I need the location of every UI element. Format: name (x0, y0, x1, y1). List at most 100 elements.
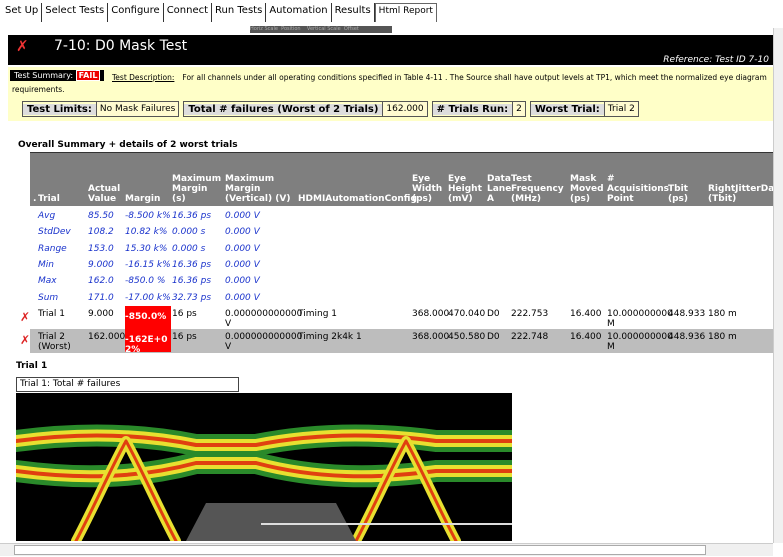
v-scrollbar[interactable] (773, 28, 783, 543)
description-text: For all channels under all operating con… (12, 73, 767, 94)
stat-cell: 16.36 ps (172, 276, 212, 287)
fail-icon: ✗ (16, 37, 29, 55)
stat-cell: 0.000 s (172, 227, 206, 238)
tab[interactable]: Results (332, 3, 375, 22)
trial-cell: Trial 2 (Worst) (38, 332, 71, 352)
trial-title: Trial 1 (16, 361, 48, 371)
fail-icon: ✗ (20, 310, 31, 324)
trial-cell: 162.000 (88, 332, 126, 342)
trial-cell: 0.000000000000 V (225, 309, 303, 329)
limit-label: Worst Trial: (530, 103, 604, 115)
tab[interactable]: Html Report (374, 3, 437, 22)
limit-value: 162.000 (382, 102, 427, 116)
limit-item: Worst Trial: Trial 2 (529, 101, 639, 117)
column-header: HDMIAutomationConfig (298, 194, 417, 204)
trial-cell: 16 ps (172, 332, 197, 342)
stat-cell: -850.0 % (125, 276, 166, 287)
tab[interactable]: Select Tests (42, 3, 109, 22)
trial-cell: D0 (487, 309, 500, 319)
summary-label: Test Summary: (14, 71, 74, 80)
column-header: Test Frequency (MHz) (511, 174, 564, 204)
trial-cell: 368.000 (412, 309, 450, 319)
limit-value: Trial 2 (603, 102, 638, 116)
stat-cell: 15.30 k% (125, 243, 168, 254)
summary-box: Test Summary: FAIL (10, 70, 105, 81)
stat-cell: 108.2 (88, 227, 114, 238)
eye-traces (16, 424, 512, 541)
test-title: 7-10: D0 Mask Test (54, 38, 188, 54)
stat-cell: 0.000 V (225, 276, 260, 287)
column-header: # Acquisitions Point (607, 174, 670, 204)
trial-cell: -162E+02% (125, 329, 171, 355)
trial-cell: 222.753 (511, 309, 549, 319)
trial-cell: D0 (487, 332, 500, 342)
trial-cell: 0.000000000000 V (225, 332, 303, 352)
column-header: Tbit (ps) (668, 184, 689, 204)
limit-label: Total # failures (Worst of 2 Trials) (184, 103, 383, 115)
stat-cell: 0.000 V (225, 211, 260, 221)
trial-cell: 16.400 (570, 309, 602, 319)
stat-cell: 0.000 V (225, 259, 260, 270)
description: Test Description: For all channels under … (12, 72, 767, 96)
stat-cell: 32.73 ps (172, 292, 212, 303)
description-label: Test Description: (112, 73, 175, 82)
column-header: RightJitterData (Tbit) (708, 184, 783, 204)
column-header: Trial (38, 194, 60, 204)
trial-cell: 10.000000000 M (607, 309, 673, 329)
trial-cell: 450.580 (448, 332, 486, 342)
trial-cell: 180 m (708, 309, 737, 319)
limits-bar: Test Limits: No Mask Failures Total # fail… (22, 101, 643, 117)
eye-diagram (16, 393, 512, 541)
limit-item: Test Limits: No Mask Failures (22, 101, 180, 117)
trial-cell: 222.748 (511, 332, 549, 342)
stat-cell: 0.000 V (225, 243, 260, 254)
trial-cell: 10.000000000 M (607, 332, 673, 352)
stat-cell: -8.500 k% (125, 211, 171, 221)
summary-panel: Test Summary: FAIL Test Description: For … (8, 67, 773, 121)
column-header: Eye Height (mV) (448, 174, 482, 204)
stat-cell: 16.36 ps (172, 211, 212, 221)
tab[interactable]: Configure (108, 3, 164, 22)
stat-cell: 9.000 (88, 259, 114, 270)
header-bar: ✗ 7-10: D0 Mask Test Reference: Test ID … (8, 35, 773, 65)
table-header-bg (30, 152, 773, 206)
column-header: Eye Width (ps) (412, 174, 443, 204)
stat-cell: Sum (38, 292, 59, 303)
stat-cell: 153.0 (88, 243, 114, 254)
limit-item: Total # failures (Worst of 2 Trials) 162.… (183, 101, 428, 117)
limit-value: 2 (512, 102, 525, 116)
stat-cell: Max (38, 276, 57, 287)
stat-cell: 0.000 V (225, 292, 260, 303)
stat-cell: 0.000 s (172, 243, 206, 254)
trial-cell: Trial 1 (38, 309, 65, 319)
reference: Reference: Test ID 7-10 (663, 55, 769, 65)
fail-icon: ✗ (20, 333, 31, 347)
trial-cell: Timing 1 (298, 309, 337, 319)
trial-cell: 16.400 (570, 332, 602, 342)
trial-cell: 448.936 (668, 332, 706, 342)
tab[interactable]: Set Up (2, 3, 43, 22)
section-title: Overall Summary + details of 2 worst tri… (18, 140, 238, 150)
stat-cell: Min (38, 259, 54, 270)
tab-bar: Set Up Select Tests Configure Connect Run Te… (2, 3, 437, 22)
stat-cell: -17.00 k% (125, 292, 171, 303)
column-header: Actual Value (88, 184, 121, 204)
column-header: Maximum Margin (Vertical) (V) (225, 174, 291, 204)
trial-caption: Trial 1: Total # failures (16, 377, 239, 392)
tab[interactable]: Automation (266, 3, 332, 22)
stat-cell: 0.000 V (225, 227, 260, 238)
tab[interactable]: Run Tests (212, 3, 267, 22)
tab[interactable]: Connect (164, 3, 213, 22)
stat-cell: 85.50 (88, 211, 114, 221)
stat-cell: Avg (38, 211, 56, 221)
limit-label: Test Limits: (23, 103, 96, 115)
stat-cell: 10.82 k% (125, 227, 168, 238)
trial-cell: 9.000 (88, 309, 114, 319)
column-header: Maximum Margin (s) (172, 174, 222, 204)
status: FAIL (75, 70, 101, 81)
corner-header: . (33, 194, 37, 204)
stat-cell: StdDev (38, 227, 71, 238)
h-scroll-thumb[interactable] (14, 545, 706, 555)
limit-item: # Trials Run: 2 (431, 101, 526, 117)
